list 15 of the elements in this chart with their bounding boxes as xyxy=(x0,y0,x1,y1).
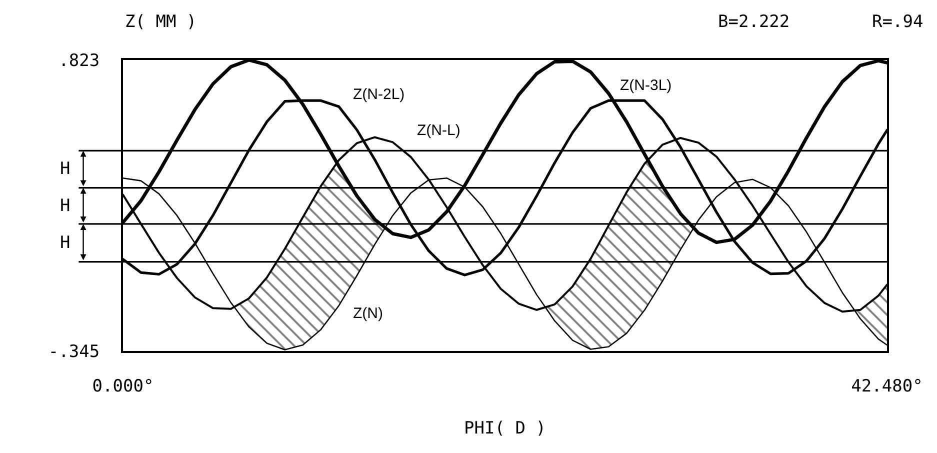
series-label: Z(N-2L) xyxy=(353,86,405,103)
y-tick-label: .823 xyxy=(58,50,100,71)
text: R=.94 xyxy=(872,12,924,32)
text: H xyxy=(60,159,70,179)
text: B=2.222 xyxy=(718,12,790,32)
text: H xyxy=(60,196,70,216)
series-label: Z(N-3L) xyxy=(620,77,672,94)
x-tick-label: 0.000° xyxy=(92,376,154,396)
x-tick-label: 42.480° xyxy=(851,376,923,396)
text: H xyxy=(60,233,70,253)
x-axis-title: PHI( D ) xyxy=(464,418,546,438)
y-axis-title: Z( MM ) xyxy=(125,12,197,32)
series-label: Z(N) xyxy=(353,305,383,322)
y-tick-label: -.345 xyxy=(48,342,100,362)
series-label: Z(N-L) xyxy=(417,122,460,139)
